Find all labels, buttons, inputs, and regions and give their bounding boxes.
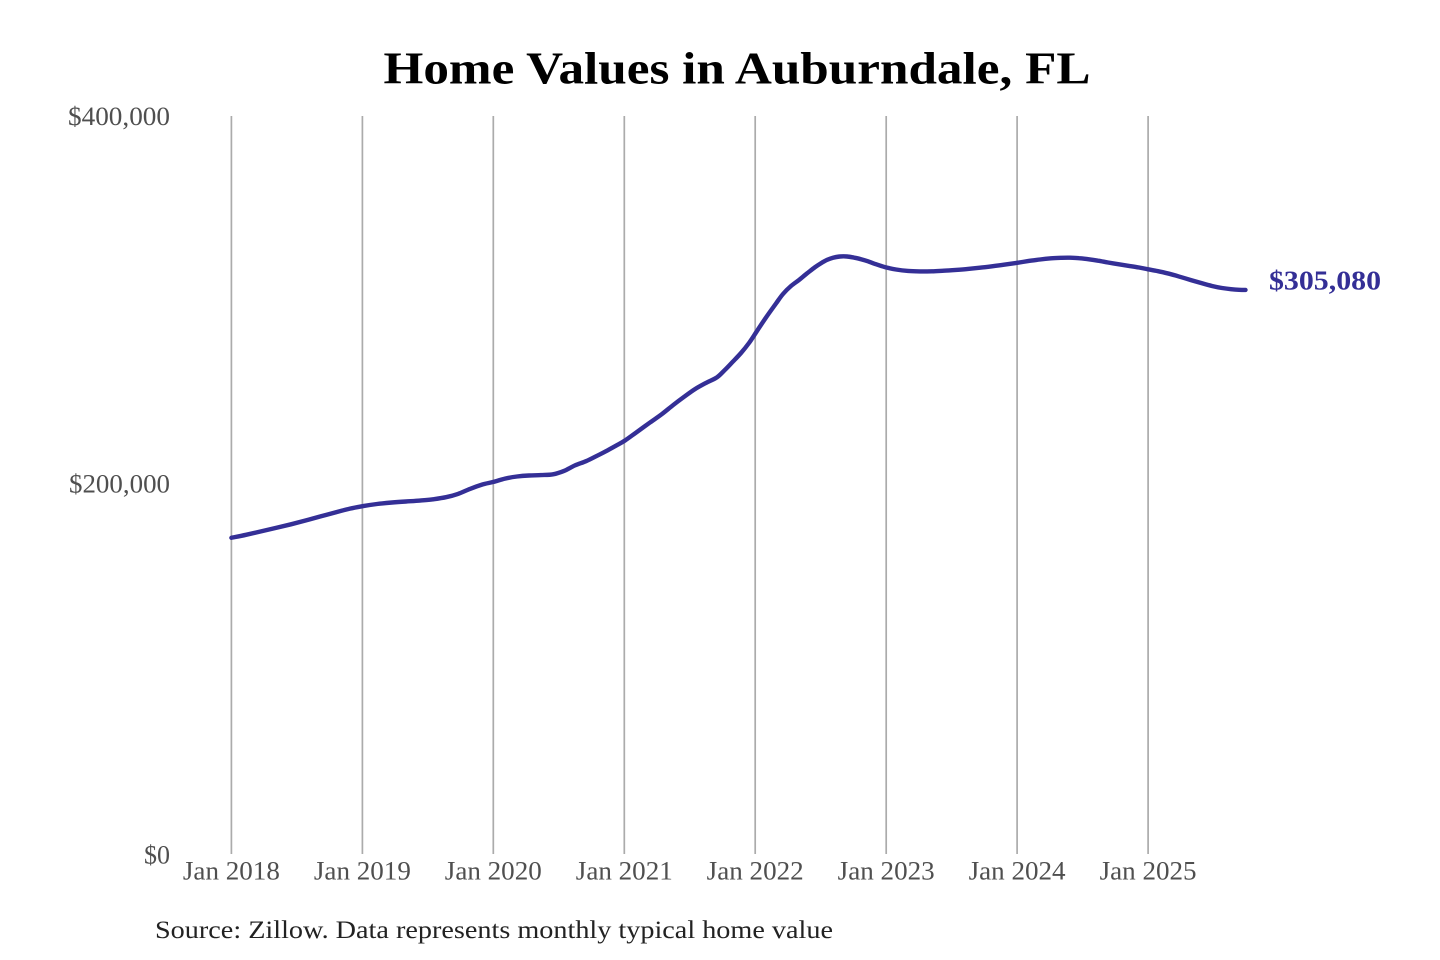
svg-text:Source: Zillow. Data represent: Source: Zillow. Data represents monthly … xyxy=(155,917,833,944)
svg-text:$305,080: $305,080 xyxy=(1269,265,1381,296)
svg-text:Jan 2025: Jan 2025 xyxy=(1100,857,1197,886)
svg-text:Jan 2022: Jan 2022 xyxy=(707,857,804,886)
svg-text:Home Values in Auburndale, FL: Home Values in Auburndale, FL xyxy=(384,44,1091,94)
svg-text:Jan 2021: Jan 2021 xyxy=(576,857,673,886)
svg-text:$0: $0 xyxy=(144,841,170,870)
svg-text:Jan 2018: Jan 2018 xyxy=(183,857,280,886)
svg-text:Jan 2020: Jan 2020 xyxy=(445,857,542,886)
svg-text:Jan 2024: Jan 2024 xyxy=(969,857,1066,886)
svg-text:$200,000: $200,000 xyxy=(69,470,170,499)
svg-text:Jan 2023: Jan 2023 xyxy=(838,857,935,886)
svg-text:Jan 2019: Jan 2019 xyxy=(314,857,411,886)
svg-text:$400,000: $400,000 xyxy=(68,102,170,131)
